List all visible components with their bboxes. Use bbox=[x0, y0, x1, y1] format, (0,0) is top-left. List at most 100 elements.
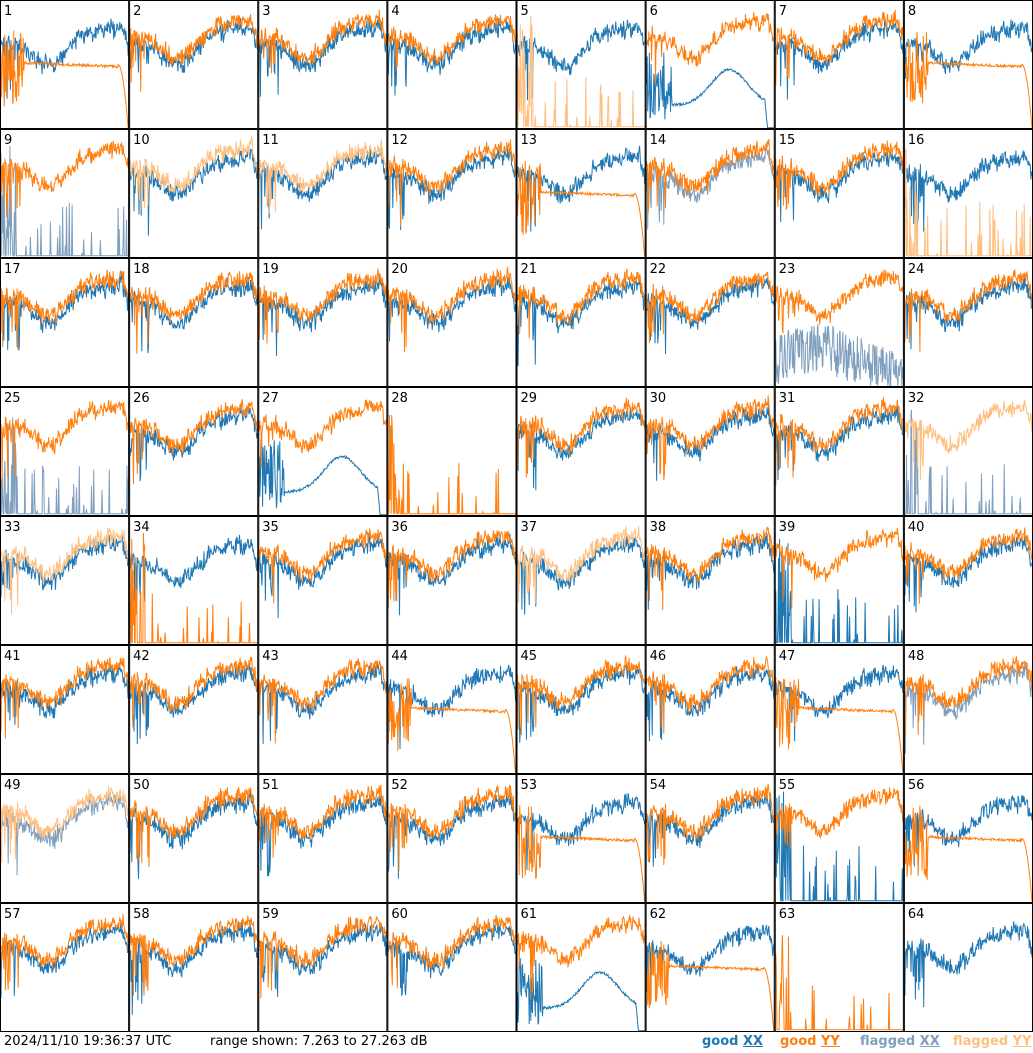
panel-59: 59 bbox=[258, 903, 388, 1032]
panel-12-number: 12 bbox=[391, 133, 408, 148]
panel-20-yy-trace bbox=[387, 265, 516, 353]
panel-26: 26 bbox=[129, 387, 259, 516]
panel-39: 39 bbox=[774, 516, 904, 645]
panel-47-number: 47 bbox=[779, 649, 796, 664]
panel-41: 41 bbox=[0, 645, 130, 774]
panel-26-frame bbox=[129, 387, 259, 516]
panel-5-xx-trace bbox=[517, 19, 646, 101]
panel-22-frame bbox=[645, 258, 775, 387]
panel-27-yy-trace bbox=[258, 399, 387, 468]
panel-26-number: 26 bbox=[133, 391, 150, 406]
panel-63-number: 63 bbox=[779, 907, 796, 922]
panel-34-xx-trace bbox=[129, 534, 258, 614]
panel-62-xx-trace bbox=[646, 924, 775, 1000]
panel-33-frame bbox=[0, 516, 130, 645]
panel-19-number: 19 bbox=[262, 262, 279, 277]
panel-15-yy-trace bbox=[775, 140, 904, 210]
panel-34-frame bbox=[129, 516, 259, 645]
panel-25: 25 bbox=[0, 387, 130, 516]
panel-27-number: 27 bbox=[262, 391, 279, 406]
panel-48-yy-trace bbox=[904, 655, 1033, 739]
panel-29-frame bbox=[516, 387, 646, 516]
panel-47-xx-trace bbox=[775, 664, 904, 742]
panel-12: 12 bbox=[387, 129, 517, 258]
panel-22: 22 bbox=[645, 258, 775, 387]
panel-4-number: 4 bbox=[391, 4, 399, 19]
panel-38-xx-trace bbox=[646, 533, 775, 610]
panel-13-number: 13 bbox=[521, 133, 538, 148]
panel-7: 7 bbox=[774, 0, 904, 129]
panel-49-yy-trace bbox=[0, 786, 129, 863]
panel-60-xx-trace bbox=[387, 922, 516, 997]
panel-57: 57 bbox=[0, 903, 130, 1032]
panel-55-number: 55 bbox=[779, 778, 796, 793]
panel-10-number: 10 bbox=[133, 133, 150, 148]
panel-7-frame bbox=[774, 0, 904, 129]
panel-56: 56 bbox=[903, 774, 1033, 903]
panel-41-number: 41 bbox=[4, 649, 21, 664]
panel-23-yy-trace bbox=[775, 269, 904, 334]
panel-61-frame bbox=[516, 903, 646, 1032]
panel-44-frame bbox=[387, 645, 517, 774]
panel-34: 34 bbox=[129, 516, 259, 645]
panel-44: 44 bbox=[387, 645, 517, 774]
panel-45-frame bbox=[516, 645, 646, 774]
panel-39-frame bbox=[774, 516, 904, 645]
panel-37-xx-trace bbox=[517, 536, 646, 615]
panel-13: 13 bbox=[516, 129, 646, 258]
panel-20-frame bbox=[387, 258, 517, 387]
panel-31-xx-trace bbox=[775, 403, 904, 480]
panel-60-number: 60 bbox=[391, 907, 408, 922]
panel-44-number: 44 bbox=[391, 649, 408, 664]
panel-48: 48 bbox=[903, 645, 1033, 774]
panel-11: 11 bbox=[258, 129, 388, 258]
panel-53-number: 53 bbox=[521, 778, 538, 793]
panel-14-yy-trace bbox=[646, 138, 775, 213]
panel-17-xx-trace bbox=[0, 274, 129, 351]
panel-13-xx-trace bbox=[517, 145, 646, 232]
panel-64: 64 bbox=[903, 903, 1033, 1032]
panel-62-frame bbox=[645, 903, 775, 1032]
panel-15-xx-trace bbox=[775, 149, 904, 223]
panel-17-yy-trace bbox=[0, 269, 129, 349]
panel-27-frame bbox=[258, 387, 388, 516]
legend-good-yy: good YY bbox=[780, 1034, 840, 1049]
panel-9-frame bbox=[0, 129, 130, 258]
panel-29: 29 bbox=[516, 387, 646, 516]
panel-4-yy-trace bbox=[387, 14, 516, 72]
panel-25-number: 25 bbox=[4, 391, 21, 406]
panel-42-number: 42 bbox=[133, 649, 150, 664]
panel-3-yy-trace bbox=[258, 9, 387, 74]
panel-46: 46 bbox=[645, 645, 775, 774]
panel-12-yy-trace bbox=[387, 139, 516, 228]
panel-36-number: 36 bbox=[391, 520, 408, 535]
panel-40: 40 bbox=[903, 516, 1033, 645]
panel-13-frame bbox=[516, 129, 646, 258]
panel-62-yy-trace bbox=[646, 940, 775, 1031]
panel-32-yy-trace bbox=[904, 399, 1033, 481]
panel-54: 54 bbox=[645, 774, 775, 903]
panel-63: 63 bbox=[774, 903, 904, 1032]
panel-37-number: 37 bbox=[521, 520, 538, 535]
panel-2-number: 2 bbox=[133, 4, 141, 19]
panel-18: 18 bbox=[129, 258, 259, 387]
panel-33-number: 33 bbox=[4, 520, 21, 535]
panel-33: 33 bbox=[0, 516, 130, 645]
panel-2: 2 bbox=[129, 0, 259, 129]
panel-53-yy-trace bbox=[517, 804, 646, 902]
panel-6-yy-trace bbox=[646, 12, 775, 85]
panel-3-xx-trace bbox=[258, 19, 387, 97]
panel-52-xx-trace bbox=[387, 795, 516, 879]
panel-46-frame bbox=[645, 645, 775, 774]
panel-40-xx-trace bbox=[904, 533, 1033, 613]
timestamp-label: 2024/11/10 19:36:37 UTC bbox=[4, 1034, 172, 1049]
panel-8-yy-trace bbox=[904, 31, 1033, 128]
panel-32: 32 bbox=[903, 387, 1033, 516]
panel-20-xx-trace bbox=[387, 276, 516, 342]
panel-13-yy-trace bbox=[517, 161, 646, 257]
legend-flagged-xx: flagged XX bbox=[860, 1034, 940, 1049]
panel-64-number: 64 bbox=[908, 907, 925, 922]
panel-5-frame bbox=[516, 0, 646, 129]
panel-51: 51 bbox=[258, 774, 388, 903]
panel-10: 10 bbox=[129, 129, 259, 258]
